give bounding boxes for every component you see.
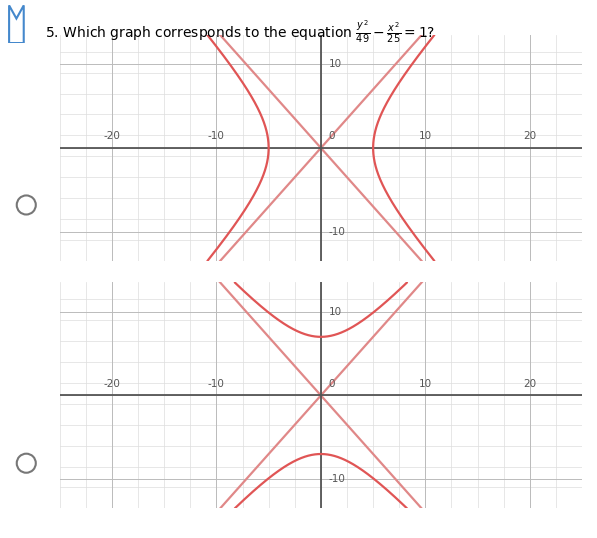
Text: -10: -10 xyxy=(208,131,225,141)
Text: -10: -10 xyxy=(329,226,346,237)
Text: 0: 0 xyxy=(329,131,336,141)
Text: -10: -10 xyxy=(208,379,225,388)
Text: -10: -10 xyxy=(329,474,346,484)
Text: -20: -20 xyxy=(103,131,121,141)
Text: 20: 20 xyxy=(524,379,536,388)
Text: 10: 10 xyxy=(419,379,432,388)
Text: 20: 20 xyxy=(524,131,536,141)
Text: 10: 10 xyxy=(329,59,342,69)
Text: 5. Which graph corresponds to the equation $\frac{y^2}{49} - \frac{x^2}{25} = 1$: 5. Which graph corresponds to the equati… xyxy=(45,19,435,45)
Text: 10: 10 xyxy=(329,307,342,317)
Text: 10: 10 xyxy=(419,131,432,141)
Text: -20: -20 xyxy=(103,379,121,388)
Text: 0: 0 xyxy=(329,379,336,388)
